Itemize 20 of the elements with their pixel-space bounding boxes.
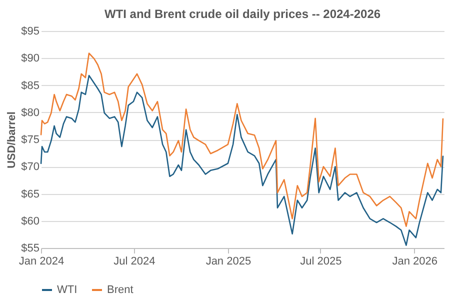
x-tick-label: Jan 2025 xyxy=(206,256,252,268)
x-tick-label: Jul 2024 xyxy=(114,256,156,268)
line-series xyxy=(40,74,444,246)
legend-label: Brent xyxy=(107,284,134,296)
y-tick-label: $95 xyxy=(21,26,40,38)
y-tick-label: $55 xyxy=(21,242,40,254)
y-tick-label: $90 xyxy=(21,52,40,65)
y-tick-label: $60 xyxy=(21,215,40,228)
y-tick-label: $75 xyxy=(21,134,40,146)
x-tick-label: Jan 2026 xyxy=(392,256,438,268)
line-series xyxy=(40,52,444,227)
y-axis-title: USD/barrel xyxy=(6,112,18,168)
y-tick-label: $80 xyxy=(21,106,40,119)
legend-label: WTI xyxy=(57,284,78,296)
x-tick-label: Jan 2024 xyxy=(18,256,64,268)
y-tick-label: $70 xyxy=(21,161,40,174)
y-tick-label: $65 xyxy=(21,188,40,200)
y-tick-label: $85 xyxy=(21,80,40,92)
chart-title: WTI and Brent crude oil daily prices -- 2024-2026 xyxy=(104,7,381,21)
x-tick-label: Jul 2025 xyxy=(300,256,342,268)
